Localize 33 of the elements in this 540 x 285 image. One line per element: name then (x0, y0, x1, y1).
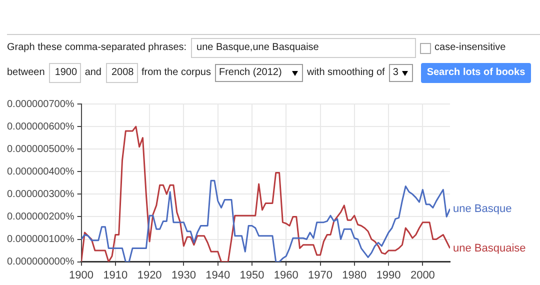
x-tick-label: 1900 (69, 269, 94, 282)
text: Graph these comma-separated phrases: (7, 42, 187, 53)
y-tick-label: 0.000000000% (6, 256, 74, 268)
y-tick-label: 0.000000200% (6, 211, 74, 222)
y-tick-label: 0.000000500% (6, 144, 74, 155)
x-tick-label: 1940 (206, 269, 230, 282)
text: and (84, 67, 102, 78)
series-label: une Basquaise (453, 242, 526, 254)
x-tick-label: 1920 (137, 269, 162, 282)
x-tick-label: 1980 (342, 269, 367, 282)
end-year-field: 2008 (106, 63, 138, 83)
x-tick-label: 1960 (274, 269, 298, 282)
text: with smoothing of (306, 67, 385, 78)
x-tick-label: 1970 (308, 269, 333, 282)
start-year-field: 1900 (48, 63, 81, 83)
y-tick-label: 0.000000100% (6, 234, 74, 246)
y-tick-label: 0.000000600% (6, 121, 74, 132)
y-tick-label: 0.000000400% (6, 166, 74, 178)
search-button: Search lots of books (420, 63, 532, 83)
x-tick-label: 1950 (240, 269, 264, 282)
x-tick-label: 2000 (410, 269, 435, 282)
x-tick-label: 1990 (376, 269, 401, 282)
x-tick-label: 1930 (171, 269, 196, 282)
series-label: une Basque (453, 202, 512, 215)
text: from the corpus (142, 67, 211, 78)
smoothing-dropdown: 3 (388, 64, 413, 82)
y-tick-label: 0.000000300% (6, 188, 74, 200)
text: case-insensitive (434, 42, 506, 53)
phrase-field: une Basque,une Basquaise (190, 38, 416, 58)
corpus-dropdown: French (2012) (214, 64, 303, 82)
text: between (7, 67, 45, 78)
x-tick-label: 1910 (103, 269, 128, 282)
y-tick-label: 0.000000700% (6, 98, 74, 110)
